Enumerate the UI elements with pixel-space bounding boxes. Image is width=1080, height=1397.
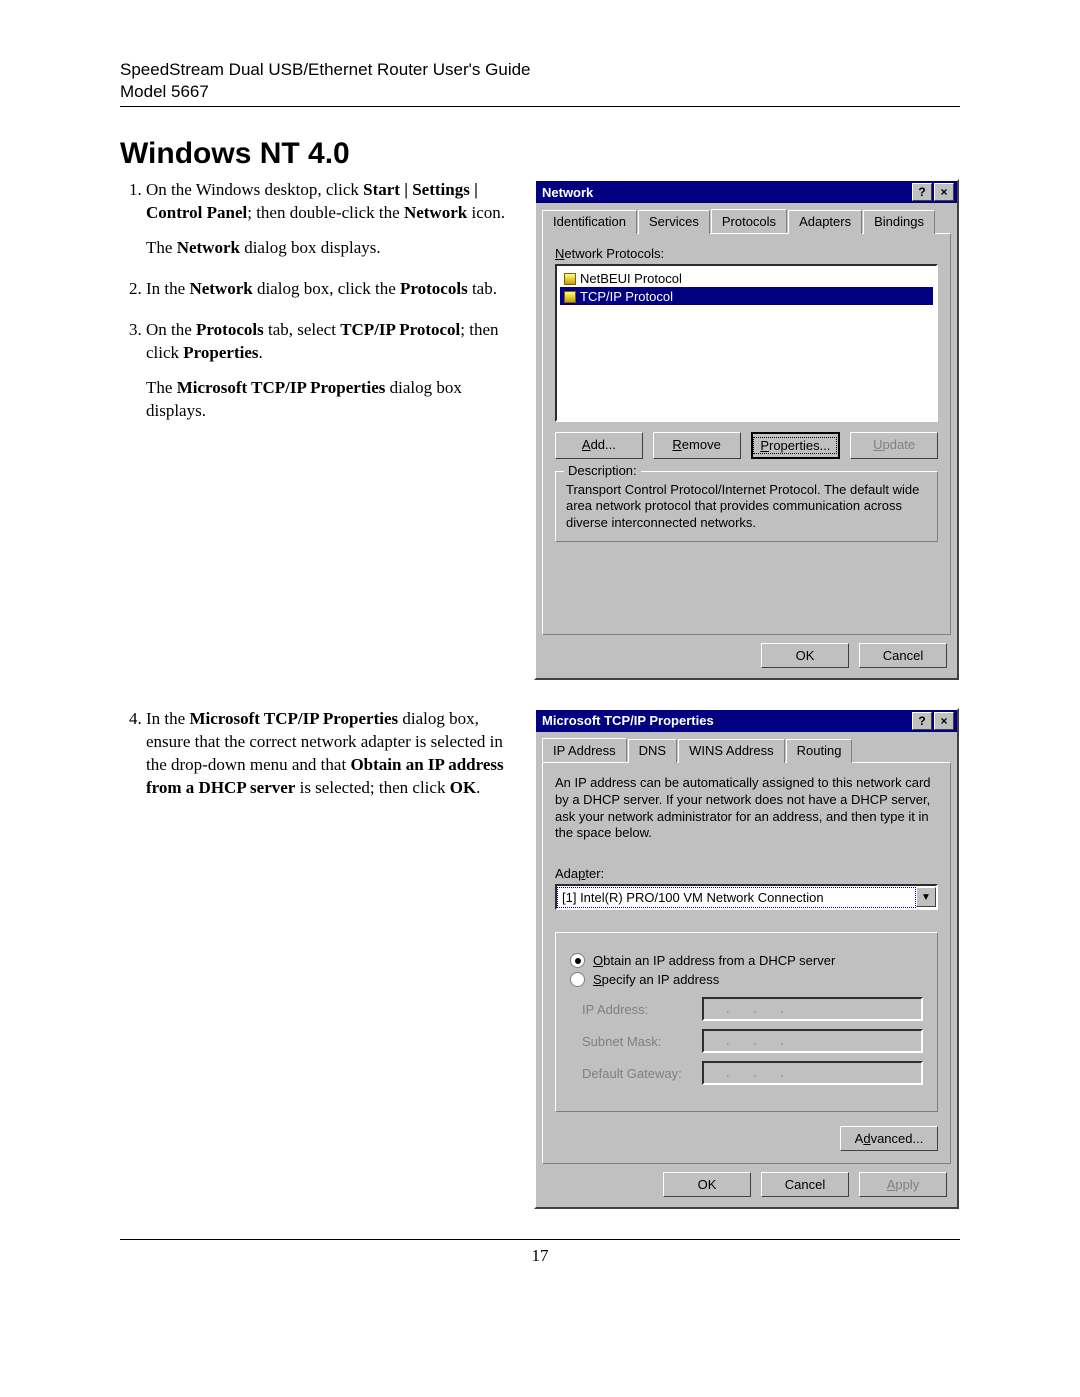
tcpip-title: Microsoft TCP/IP Properties [539,713,910,728]
tab-identification[interactable]: Identification [542,210,637,234]
network-titlebar[interactable]: Network ? × [536,181,957,203]
tcpip-dialog: Microsoft TCP/IP Properties ? × IP Addre… [534,708,959,1210]
step-3-result: The Microsoft TCP/IP Properties dialog b… [146,377,510,423]
description-text: Transport Control Protocol/Internet Prot… [566,482,927,531]
network-title: Network [539,185,910,200]
subnet-field: Subnet Mask: [582,1029,923,1053]
step-4: In the Microsoft TCP/IP Properties dialo… [146,708,510,800]
properties-button[interactable]: Properties... [751,432,841,459]
ip-address-field: IP Address: [582,997,923,1021]
radio-icon [570,953,585,968]
ok-button[interactable]: OK [663,1172,751,1197]
tab-services[interactable]: Services [638,210,710,234]
footer-rule [120,1239,960,1240]
list-item-tcpip[interactable]: TCP/IP Protocol [560,287,933,305]
tab-ipaddress[interactable]: IP Address [542,738,627,762]
protocols-button-row: Add... Remove Properties... Update [555,432,938,459]
close-icon[interactable]: × [934,712,954,730]
instructions-left-1: On the Windows desktop, click Start | Se… [120,179,510,441]
step-2: In the Network dialog box, click the Pro… [146,278,510,301]
radio-obtain-dhcp[interactable]: Obtain an IP address from a DHCP server [570,953,923,968]
ok-button[interactable]: OK [761,643,849,668]
help-icon[interactable]: ? [912,712,932,730]
document-page: SpeedStream Dual USB/Ethernet Router Use… [0,0,1080,1306]
ip-info-text: An IP address can be automatically assig… [555,775,938,843]
tcpip-titlebar[interactable]: Microsoft TCP/IP Properties ? × [536,710,957,732]
radio-icon [570,972,585,987]
tab-adapters[interactable]: Adapters [788,210,862,234]
radio-label: Specify an IP address [593,972,719,987]
apply-button[interactable]: Apply [859,1172,947,1197]
page-number: 17 [120,1246,960,1266]
update-button[interactable]: Update [850,432,938,459]
list-item-netbeui[interactable]: NetBEUI Protocol [560,269,933,287]
ip-address-input[interactable] [702,997,923,1021]
remove-button[interactable]: Remove [653,432,741,459]
help-icon[interactable]: ? [912,183,932,201]
add-button[interactable]: Add... [555,432,643,459]
network-dialog-image: Network ? × Identification Services Prot… [534,179,960,680]
ip-address-label: IP Address: [582,1002,702,1017]
list-item-label: TCP/IP Protocol [580,289,673,304]
protocols-listbox[interactable]: NetBEUI Protocol TCP/IP Protocol [555,264,938,422]
network-dialog: Network ? × Identification Services Prot… [534,179,959,680]
tcpip-tabs: IP Address DNS WINS Address Routing [542,738,951,762]
header-title: SpeedStream Dual USB/Ethernet Router Use… [120,60,960,80]
gateway-label: Default Gateway: [582,1066,702,1081]
adapter-value: [1] Intel(R) PRO/100 VM Network Connecti… [557,887,916,908]
step-1-result: The Network dialog box displays. [146,237,510,260]
network-tabs: Identification Services Protocols Adapte… [542,209,951,233]
adapter-combobox[interactable]: [1] Intel(R) PRO/100 VM Network Connecti… [555,884,938,910]
description-label: Description: [564,463,641,478]
section-1: On the Windows desktop, click Start | Se… [120,179,960,680]
header-model: Model 5667 [120,82,960,102]
tab-bindings[interactable]: Bindings [863,210,935,234]
tcpip-dialog-image: Microsoft TCP/IP Properties ? × IP Addre… [534,708,960,1210]
chevron-down-icon[interactable]: ▼ [916,887,936,907]
header-rule [120,106,960,107]
step-1: On the Windows desktop, click Start | Se… [146,179,510,260]
ip-mode-groupbox: Obtain an IP address from a DHCP server … [555,932,938,1112]
step-3: On the Protocols tab, select TCP/IP Prot… [146,319,510,423]
advanced-row: Advanced... [555,1126,938,1151]
tab-dns[interactable]: DNS [628,739,677,763]
subnet-label: Subnet Mask: [582,1034,702,1049]
cancel-button[interactable]: Cancel [859,643,947,668]
instructions-left-2: In the Microsoft TCP/IP Properties dialo… [120,708,510,818]
protocols-tabpage: Network Protocols: NetBEUI Protocol TCP/… [542,233,951,635]
adapter-label: Adapter: [555,866,938,881]
section-heading: Windows NT 4.0 [120,137,960,171]
section-2: In the Microsoft TCP/IP Properties dialo… [120,708,960,1210]
close-icon[interactable]: × [934,183,954,201]
ipaddress-tabpage: An IP address can be automatically assig… [542,762,951,1165]
protocols-list-label: Network Protocols: [555,246,938,261]
description-groupbox: Description: Transport Control Protocol/… [555,471,938,542]
tab-protocols[interactable]: Protocols [711,209,787,233]
advanced-button[interactable]: Advanced... [840,1126,938,1151]
protocol-icon [562,289,576,303]
tab-routing[interactable]: Routing [786,739,853,763]
tcpip-dialog-footer: OK Cancel Apply [536,1172,957,1207]
network-dialog-footer: OK Cancel [536,643,957,678]
list-item-label: NetBEUI Protocol [580,271,682,286]
gateway-field: Default Gateway: [582,1061,923,1085]
cancel-button[interactable]: Cancel [761,1172,849,1197]
radio-label: Obtain an IP address from a DHCP server [593,953,835,968]
protocol-icon [562,271,576,285]
subnet-input[interactable] [702,1029,923,1053]
gateway-input[interactable] [702,1061,923,1085]
tab-wins[interactable]: WINS Address [678,739,785,763]
radio-specify-ip[interactable]: Specify an IP address [570,972,923,987]
